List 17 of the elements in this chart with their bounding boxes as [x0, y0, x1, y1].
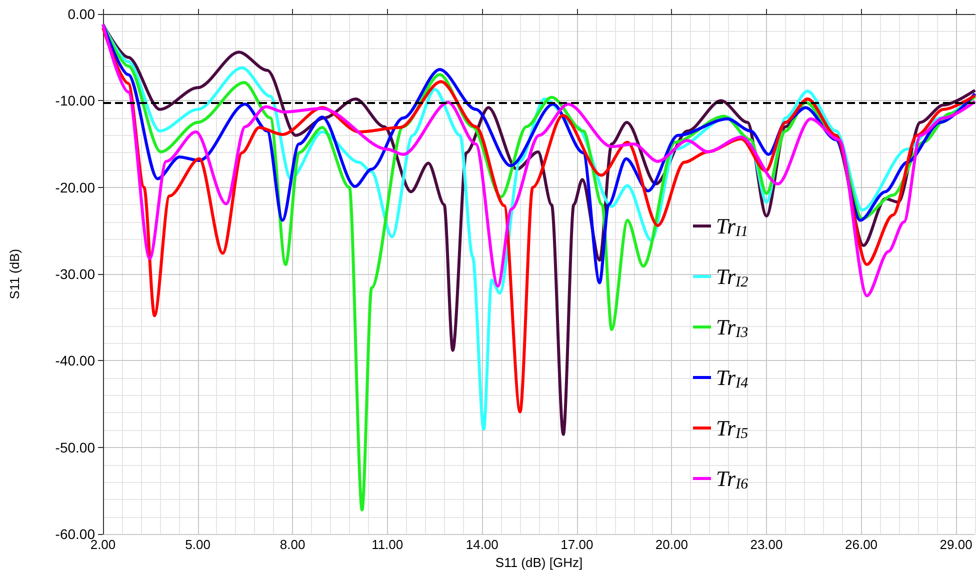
y-tick-label: -50.00 [55, 439, 96, 456]
y-tick-label: -20.00 [55, 179, 96, 196]
x-tick-label: 8.00 [280, 537, 306, 552]
y-tick-label: -10.00 [55, 92, 96, 109]
x-tick-label: 26.00 [844, 537, 878, 552]
x-tick-label: 5.00 [185, 537, 210, 552]
x-tick-label: 17.00 [560, 537, 594, 552]
x-tick-label: 20.00 [655, 537, 688, 552]
x-axis-title: S11 (dB) [GHz] [495, 555, 583, 570]
x-tick-label: 11.00 [372, 537, 404, 552]
y-tick-label: 0.00 [68, 6, 96, 22]
x-tick-label: 23.00 [750, 537, 783, 552]
y-tick-label: -40.00 [55, 352, 96, 369]
y-axis-title: S11 (dB) [7, 248, 22, 300]
y-tick-label: -30.00 [55, 266, 96, 282]
x-tick-label: 14.00 [466, 537, 498, 552]
x-tick-label: 29.00 [940, 537, 972, 552]
